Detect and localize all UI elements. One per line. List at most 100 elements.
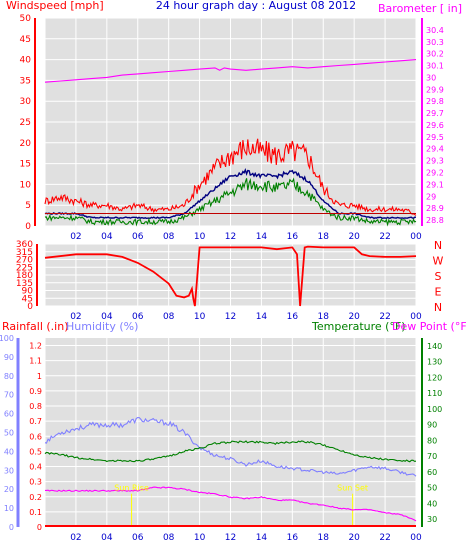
series-wind-direction bbox=[44, 245, 417, 307]
series bbox=[44, 59, 417, 527]
barometer-y-tick-label: 29.6 bbox=[426, 121, 444, 130]
rain-y-tick-label: 1.2 bbox=[29, 342, 42, 351]
humidity-y-tick-label: 50 bbox=[4, 429, 14, 438]
temperature-y-tick-label: 100 bbox=[427, 405, 442, 414]
barometer-y-tick-label: 30.2 bbox=[426, 50, 444, 59]
x-tick-label: 06 bbox=[132, 232, 144, 242]
chart-title: 24 hour graph day : August 08 2012 bbox=[156, 0, 356, 12]
humidity-y-tick-label: 40 bbox=[4, 447, 14, 456]
temperature-y-tick-label: 60 bbox=[427, 468, 437, 477]
x-tick-label: 08 bbox=[163, 312, 175, 322]
x-tick-label: 02 bbox=[70, 312, 81, 322]
barometer-y-tick-label: 29 bbox=[426, 192, 436, 201]
x-tick-label: 20 bbox=[348, 232, 360, 242]
barometer-y-tick-label: 29.1 bbox=[426, 180, 444, 189]
barometer-y-tick-label: 29.8 bbox=[426, 97, 444, 106]
rain-y-tick-label: 0.1 bbox=[29, 508, 42, 517]
barometer-y-tick-label: 30 bbox=[426, 73, 436, 82]
x-tick-label: 16 bbox=[287, 232, 299, 242]
x-tick-label: 06 bbox=[132, 312, 144, 322]
x-tick-label: 10 bbox=[194, 312, 206, 322]
barometer-y-tick-label: 30.3 bbox=[426, 38, 444, 47]
x-tick-label: 10 bbox=[194, 533, 206, 543]
x-tick-label: 02 bbox=[70, 232, 81, 242]
x-tick-label: 14 bbox=[256, 312, 268, 322]
wind-y-tick-label: 40 bbox=[20, 56, 32, 66]
humidity-y-tick-label: 80 bbox=[4, 372, 14, 381]
rain-y-tick-label: 0.9 bbox=[29, 387, 42, 396]
rain-y-tick-label: 0.2 bbox=[29, 493, 42, 502]
series-wind-gust bbox=[44, 177, 417, 227]
humidity-y-tick-label: 70 bbox=[4, 391, 14, 400]
humidity-label: Humidity (%) bbox=[66, 320, 138, 333]
wind-y-tick-label: 35 bbox=[20, 76, 31, 86]
windspeed-label: Windspeed [mph] bbox=[6, 0, 104, 12]
humidity-y-tick-label: 20 bbox=[4, 485, 14, 494]
series-barometer bbox=[44, 59, 417, 83]
barometer-y-tick-label: 30.4 bbox=[426, 26, 444, 35]
direction-y-tick-label: 270 bbox=[16, 256, 33, 266]
barometer-y-tick-label: 29.2 bbox=[426, 169, 444, 178]
temperature-y-tick-label: 40 bbox=[427, 499, 437, 508]
series-temperature bbox=[44, 440, 417, 463]
x-tick-label: 00 bbox=[410, 312, 422, 322]
rain-y-tick-label: 0.5 bbox=[29, 447, 42, 456]
humidity-y-tick-label: 10 bbox=[4, 504, 14, 513]
x-tick-label: 18 bbox=[318, 312, 330, 322]
rain-y-tick-label: 0.8 bbox=[29, 402, 42, 411]
axes: 0510152025303540455028.828.92929.129.229… bbox=[0, 14, 444, 543]
compass-label: E bbox=[435, 286, 442, 299]
humidity-y-tick-label: 0 bbox=[9, 523, 14, 532]
compass-label: S bbox=[435, 270, 442, 283]
x-tick-label: 06 bbox=[132, 533, 144, 543]
wind-y-tick-label: 20 bbox=[20, 139, 32, 149]
humidity-y-tick-label: 60 bbox=[4, 410, 14, 419]
barometer-y-tick-label: 29.5 bbox=[426, 133, 444, 142]
barometer-label: Barometer [ in] bbox=[378, 2, 462, 15]
barometer-y-tick-label: 28.8 bbox=[426, 216, 444, 225]
x-tick-label: 16 bbox=[287, 312, 299, 322]
rain-y-tick-label: 0.7 bbox=[29, 417, 42, 426]
x-tick-label: 08 bbox=[163, 533, 175, 543]
barometer-y-tick-label: 29.7 bbox=[426, 109, 444, 118]
humidity-y-tick-label: 30 bbox=[4, 466, 14, 475]
wind-y-tick-label: 25 bbox=[20, 118, 31, 128]
sunrise-marker-label: Sun Rise bbox=[114, 484, 149, 493]
wind-y-tick-label: 15 bbox=[20, 160, 31, 170]
x-tick-label: 02 bbox=[70, 533, 81, 543]
direction-y-tick-label: 90 bbox=[22, 287, 34, 297]
x-tick-label: 18 bbox=[318, 232, 330, 242]
grid bbox=[44, 17, 417, 528]
series-humidity bbox=[44, 416, 417, 477]
wind-y-tick-label: 30 bbox=[20, 97, 32, 107]
x-tick-label: 12 bbox=[225, 312, 236, 322]
wind-y-tick-label: 0 bbox=[25, 222, 31, 232]
barometer-y-tick-label: 29.4 bbox=[426, 145, 444, 154]
x-tick-label: 20 bbox=[348, 533, 360, 543]
dewpoint-label: Dew Point (°F) bbox=[392, 320, 466, 333]
temperature-y-tick-label: 30 bbox=[427, 515, 437, 524]
x-tick-label: 22 bbox=[379, 533, 390, 543]
x-tick-label: 22 bbox=[379, 312, 390, 322]
temperature-y-tick-label: 90 bbox=[427, 421, 437, 430]
direction-y-tick-label: 0 bbox=[27, 302, 33, 312]
x-tick-label: 00 bbox=[410, 232, 422, 242]
rain-y-tick-label: 0.3 bbox=[29, 478, 42, 487]
temperature-y-tick-label: 120 bbox=[427, 373, 442, 382]
rain-y-tick-label: 1.1 bbox=[29, 357, 42, 366]
x-tick-label: 08 bbox=[163, 232, 175, 242]
barometer-y-tick-label: 30.1 bbox=[426, 62, 444, 71]
x-tick-label: 14 bbox=[256, 533, 268, 543]
rain-y-tick-label: 1 bbox=[37, 372, 42, 381]
rain-y-tick-label: 0.4 bbox=[29, 463, 42, 472]
compass-label: N bbox=[434, 239, 442, 252]
wind-y-tick-label: 50 bbox=[20, 14, 32, 24]
direction-y-tick-label: 360 bbox=[16, 240, 33, 250]
compass-label: N bbox=[434, 301, 442, 314]
x-tick-label: 16 bbox=[287, 533, 299, 543]
x-tick-label: 04 bbox=[101, 232, 113, 242]
direction-y-tick-label: 180 bbox=[16, 271, 33, 281]
wind-y-tick-label: 10 bbox=[20, 180, 32, 190]
